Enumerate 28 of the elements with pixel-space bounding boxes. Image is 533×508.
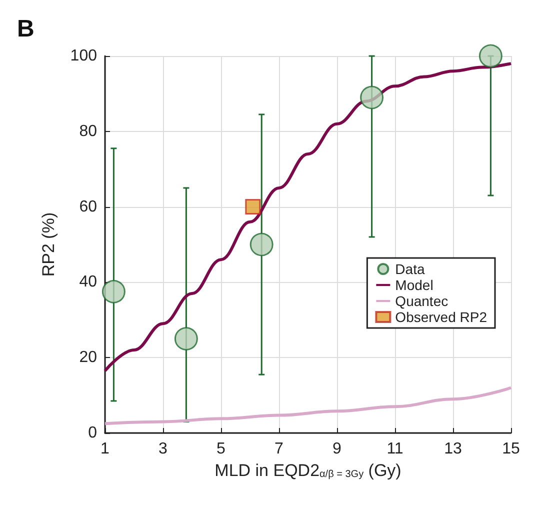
line-series xyxy=(104,386,512,426)
x-tick-label: 11 xyxy=(386,440,404,458)
x-axis-title: MLD in EQD2α/β = 3Gy (Gy) xyxy=(214,460,402,480)
legend-label: Observed RP2 xyxy=(395,309,488,325)
x-tick-label: 15 xyxy=(502,440,520,458)
legend-label: Data xyxy=(395,261,425,277)
point xyxy=(174,327,198,350)
y-tick-label: 100 xyxy=(70,48,98,64)
y-tick-label: 40 xyxy=(79,274,98,291)
point xyxy=(250,232,274,256)
chart-title: B xyxy=(17,16,34,42)
y-tick-label: 0 xyxy=(88,424,98,442)
point xyxy=(478,44,502,68)
legend-label: Quantec xyxy=(395,293,448,309)
x-tick-label: 3 xyxy=(158,440,168,458)
y-tick-label: 60 xyxy=(79,198,98,216)
y-tick-label: 20 xyxy=(79,349,98,366)
y-axis-title: RP2 (%) xyxy=(39,212,58,277)
point xyxy=(102,280,126,304)
x-tick-label: 1 xyxy=(100,440,110,458)
x-tick-label: 13 xyxy=(444,440,462,458)
x-tick-label: 7 xyxy=(274,440,284,458)
legend-label: Model xyxy=(395,277,434,293)
point xyxy=(245,199,261,215)
point xyxy=(360,86,384,110)
y-tick-label: 80 xyxy=(79,122,98,140)
x-tick-label: 9 xyxy=(332,440,342,458)
x-tick-label: 5 xyxy=(216,440,226,458)
